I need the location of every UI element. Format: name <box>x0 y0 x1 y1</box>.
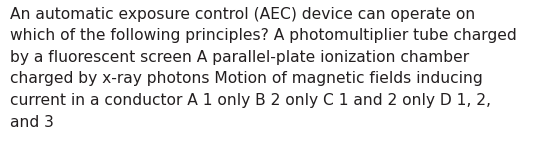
Text: An automatic exposure control (AEC) device can operate on
which of the following: An automatic exposure control (AEC) devi… <box>10 7 517 130</box>
